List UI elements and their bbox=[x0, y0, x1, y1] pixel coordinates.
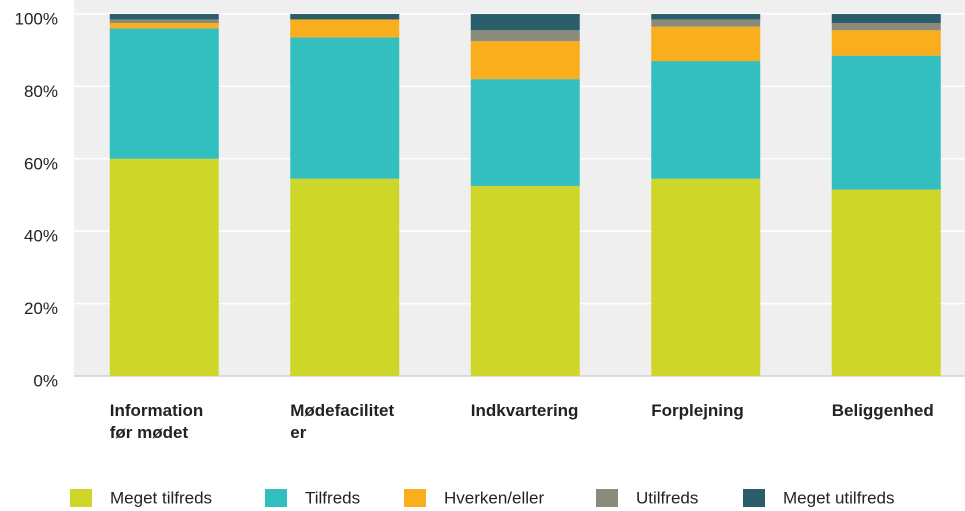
legend-swatch bbox=[743, 489, 765, 507]
x-tick-label: Mødefacilitet er bbox=[290, 401, 395, 442]
bar-segment bbox=[651, 178, 761, 376]
bar-segment bbox=[470, 79, 580, 186]
x-tick-label: Beliggenhed bbox=[831, 401, 934, 420]
legend-label: Tilfreds bbox=[305, 488, 360, 507]
legend-label: Hverken/eller bbox=[444, 488, 544, 507]
bar-segment bbox=[831, 14, 941, 24]
bar-segment bbox=[470, 41, 580, 80]
bar-segment bbox=[831, 189, 941, 376]
bar-segment bbox=[290, 37, 400, 179]
legend-label: Meget utilfreds bbox=[783, 488, 895, 507]
y-tick-label: 60% bbox=[24, 154, 58, 173]
legend-swatch bbox=[265, 489, 287, 507]
x-tick-label: Forplejning bbox=[651, 401, 744, 420]
legend-swatch bbox=[404, 489, 426, 507]
bar-segment bbox=[290, 19, 400, 38]
legend-swatch bbox=[596, 489, 618, 507]
bar-segment bbox=[290, 14, 400, 20]
legend-swatch bbox=[70, 489, 92, 507]
bar-segment bbox=[109, 23, 219, 29]
bar-segment bbox=[651, 14, 761, 20]
bar-segment bbox=[651, 26, 761, 62]
bar-segment bbox=[651, 61, 761, 179]
bar-segment bbox=[651, 19, 761, 27]
legend-label: Utilfreds bbox=[636, 488, 698, 507]
bar-segment bbox=[470, 14, 580, 31]
y-tick-label: 0% bbox=[33, 371, 58, 390]
bar-segment bbox=[109, 19, 219, 24]
bar-segment bbox=[831, 55, 941, 190]
x-tick-label: Indkvartering bbox=[470, 401, 579, 420]
y-tick-label: 100% bbox=[15, 9, 58, 28]
bar-segment bbox=[109, 14, 219, 20]
legend-label: Meget tilfreds bbox=[110, 488, 212, 507]
bar-segment bbox=[290, 178, 400, 376]
y-tick-label: 20% bbox=[24, 299, 58, 318]
bar-segment bbox=[470, 30, 580, 42]
x-tick-label: Information før mødet bbox=[109, 401, 204, 442]
bar-segment bbox=[470, 185, 580, 376]
bar-segment bbox=[109, 28, 219, 159]
bar-segment bbox=[831, 23, 941, 31]
bar-segment bbox=[109, 158, 219, 376]
y-tick-label: 40% bbox=[24, 227, 58, 246]
bar-segment bbox=[831, 30, 941, 56]
y-tick-label: 80% bbox=[24, 82, 58, 101]
